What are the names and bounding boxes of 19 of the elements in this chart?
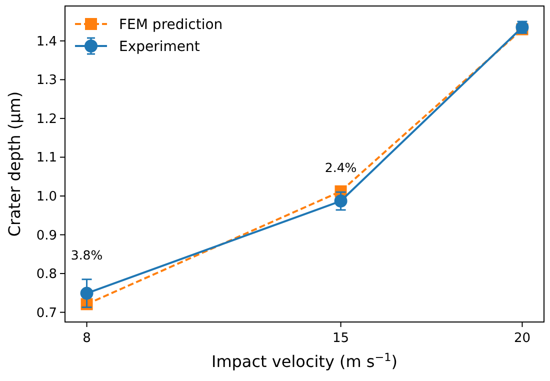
y-tick-label: 1.0: [36, 189, 57, 204]
y-tick-label: 0.9: [36, 228, 57, 244]
y-tick-label: 1.1: [36, 150, 57, 166]
y-tick-label: 1.2: [36, 112, 57, 127]
x-tick-label: 15: [332, 331, 350, 346]
annotation: 2.4%: [324, 160, 357, 176]
x-tick-label: 8: [82, 331, 91, 346]
y-tick-label: 1.4: [36, 34, 57, 50]
legend-label: FEM prediction: [119, 17, 223, 33]
y-tick-label: 1.3: [36, 73, 57, 88]
point: [334, 194, 348, 208]
x-axis-title: Impact velocity (m s$^{−1}$): [211, 350, 398, 371]
x-tick-label: 20: [514, 331, 530, 346]
y-tick-label: 0.8: [36, 267, 57, 282]
y-axis-title: Crater depth (μm): [5, 91, 24, 237]
legend-label: Experiment: [119, 39, 200, 55]
annotation: 3.8%: [70, 247, 103, 262]
y-tick-label: 0.7: [36, 306, 57, 321]
point: [80, 286, 94, 300]
